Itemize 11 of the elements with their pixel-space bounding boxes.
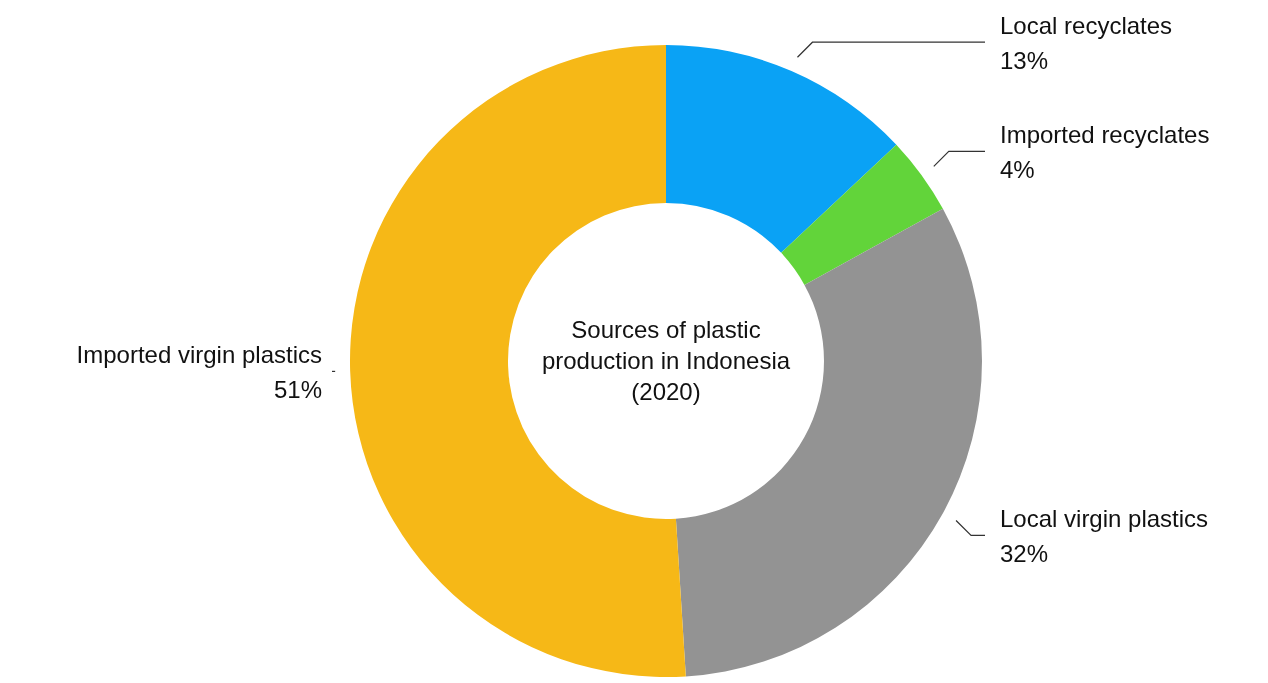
slice-label: Imported recyclates [1000,121,1210,149]
donut-slice [666,45,897,253]
data-label: 13% [1000,47,1049,75]
slice-label: Local recyclates [1000,12,1173,40]
text: Sources of plastic production in Indonesia (2020) [541,316,791,405]
slice-label: Local virgin plastics [1000,505,1209,533]
data-label: 4% [1000,156,1035,184]
data-label: 32% [1000,540,1049,568]
slice-label: Imported virgin plastics [76,341,322,369]
donut-slice [781,144,943,285]
data-label: 51% [273,376,322,404]
